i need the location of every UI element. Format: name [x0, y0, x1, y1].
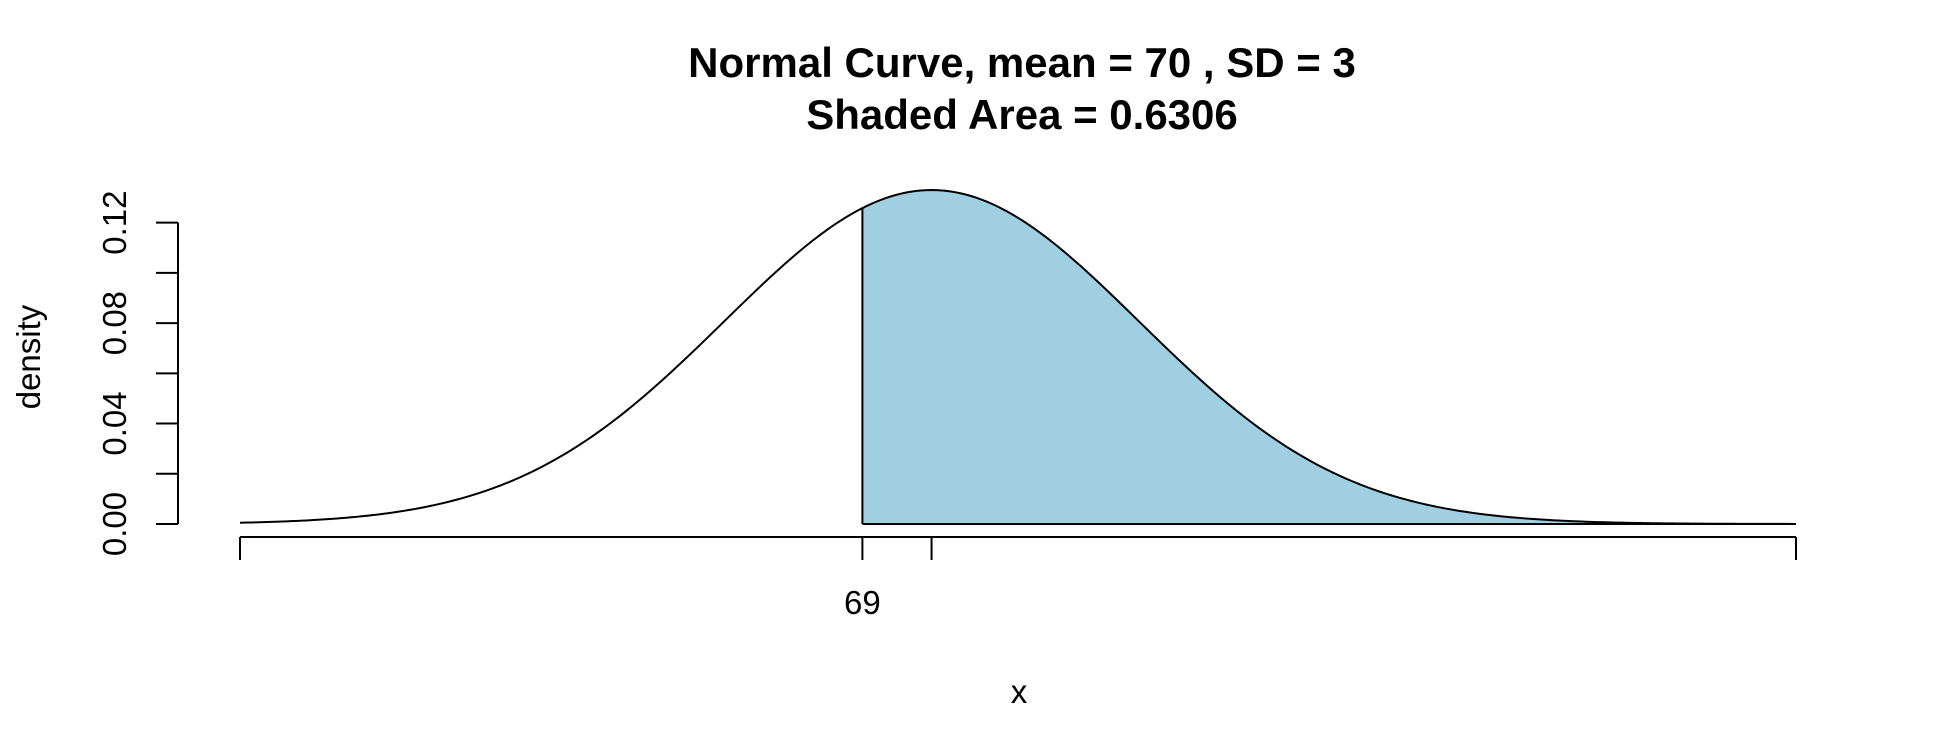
y-tick-label: 0.12: [96, 191, 133, 255]
y-axis: 0.00 0.04 0.08 0.12: [96, 191, 179, 556]
y-axis-label: density: [10, 304, 47, 409]
shaded-area: [862, 190, 1796, 525]
x-tick-label: 69: [844, 584, 881, 621]
y-tick-label: 0.04: [96, 391, 133, 455]
y-tick-label: 0.00: [96, 492, 133, 556]
y-tick-label: 0.08: [96, 291, 133, 355]
x-axis: 69: [239, 536, 1797, 621]
chart-subtitle: Shaded Area = 0.6306: [806, 91, 1238, 138]
density-curve: [239, 189, 1796, 525]
x-axis-label: x: [1011, 673, 1028, 710]
chart-title: Normal Curve, mean = 70 , SD = 3: [688, 39, 1356, 86]
